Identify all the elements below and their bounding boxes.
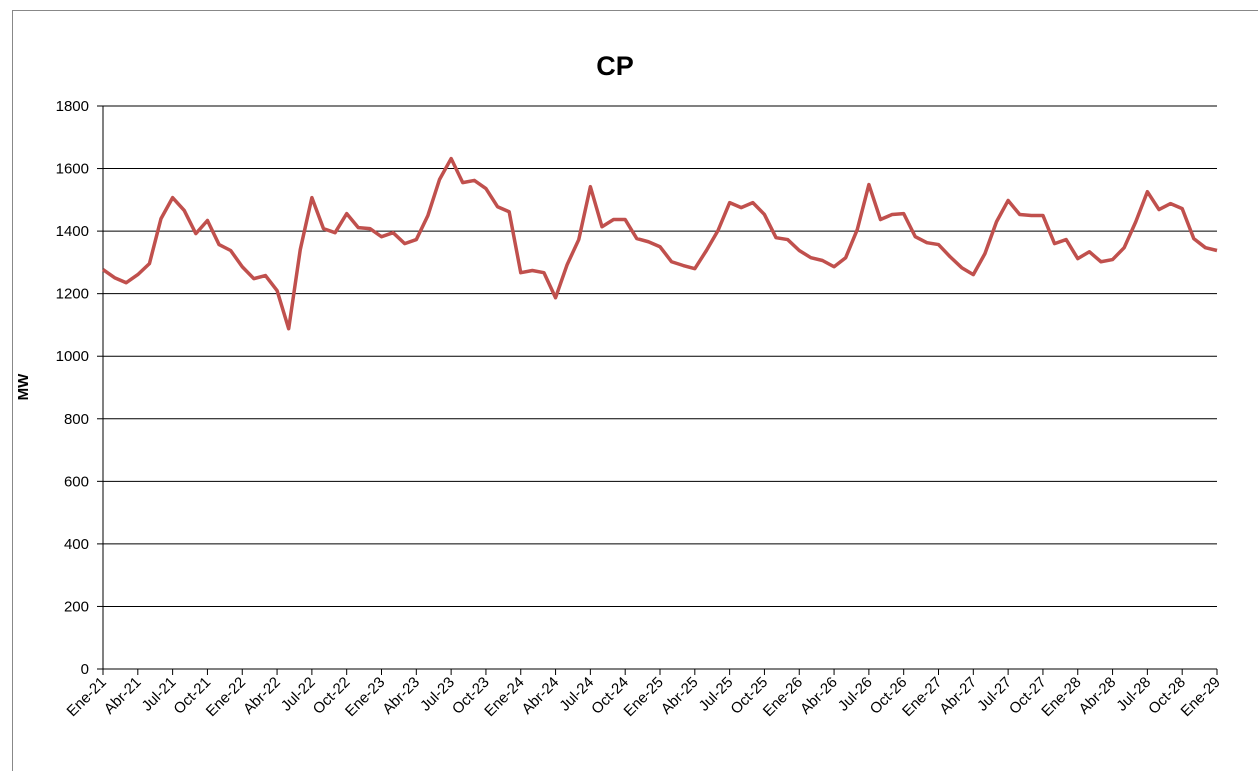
x-tick-label: Abr-24 [519, 674, 563, 718]
x-tick-label: Ene-28 [1038, 674, 1084, 720]
y-tick-label: 400 [64, 536, 89, 553]
x-tick-label: Abr-22 [240, 674, 284, 718]
y-tick-label: 600 [64, 473, 89, 490]
x-tick-label: Ene-29 [1178, 674, 1224, 720]
x-tick-label: Abr-26 [797, 674, 841, 718]
x-tick-label: Abr-23 [379, 674, 423, 718]
y-tick-label: 0 [81, 661, 89, 678]
x-tick-label: Abr-28 [1076, 674, 1120, 718]
x-tick-label: Abr-21 [101, 674, 145, 718]
x-tick-label: Ene-22 [203, 674, 249, 720]
y-tick-label: 1800 [56, 98, 89, 115]
y-axis-label: MW [15, 373, 32, 400]
x-tick-label: Ene-26 [760, 674, 806, 720]
x-tick-label: Abr-25 [658, 674, 702, 718]
chart-border [12, 10, 1258, 771]
y-tick-label: 1600 [56, 161, 89, 178]
y-tick-label: 800 [64, 411, 89, 428]
x-tick-label: Ene-24 [481, 674, 527, 720]
x-tick-label: Ene-25 [621, 674, 667, 720]
x-tick-label: Ene-21 [64, 674, 110, 720]
data-line [101, 156, 1218, 331]
y-tick-label: 1200 [56, 286, 89, 303]
y-tick-label: 1400 [56, 223, 89, 240]
y-tick-label: 200 [64, 598, 89, 615]
x-tick-label: Ene-27 [899, 674, 945, 720]
x-tick-label: Abr-27 [936, 674, 980, 718]
chart-title: CP [596, 51, 634, 81]
x-tick-label: Ene-23 [342, 674, 388, 720]
y-tick-label: 1000 [56, 348, 89, 365]
